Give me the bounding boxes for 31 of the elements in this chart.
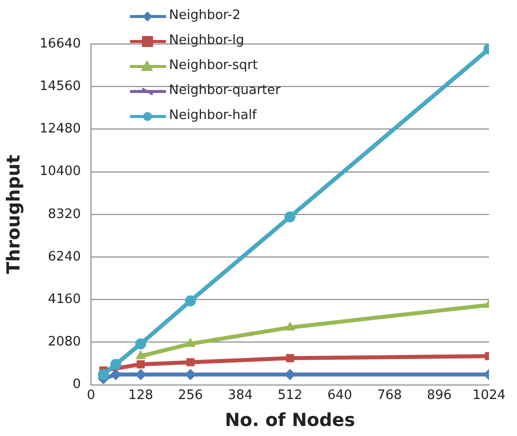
y-tick-label: 16640 (40, 36, 81, 52)
y-axis-title: Throughput (3, 154, 24, 274)
x-tick-label: 768 (377, 388, 402, 403)
y-tick-label: 4160 (48, 292, 81, 307)
y-tick-label: 10400 (40, 164, 81, 180)
point (285, 322, 295, 330)
y-tick-label: 14560 (40, 78, 81, 94)
legend-label: Neighbor-lg (169, 32, 244, 50)
point (186, 358, 194, 366)
point (286, 354, 294, 362)
x-tick-label: 896 (426, 388, 452, 403)
x-tick-label: 0 (86, 388, 96, 403)
x-tick-label: 640 (327, 388, 352, 403)
x-axis-title: No. of Nodes (224, 410, 356, 431)
y-tick-label: 2080 (48, 334, 81, 350)
legend-label: Neighbor-sqrt (169, 57, 258, 75)
x-tick-label: 1024 (472, 388, 506, 403)
y-tick-label: 12480 (40, 122, 81, 137)
y-tick-label: 0 (72, 377, 81, 392)
legend-label: Neighbor-quarter (169, 82, 280, 100)
x-tick-label: 512 (278, 388, 302, 403)
y-tick-label: 6240 (48, 249, 81, 264)
point (136, 350, 146, 360)
y-tick-label: 8320 (48, 206, 81, 222)
legend-label: Neighbor-half (169, 107, 257, 125)
point (136, 360, 145, 368)
point (186, 338, 196, 347)
x-tick-label: 256 (178, 388, 203, 403)
legend-label: Neighbor-2 (169, 7, 241, 25)
x-tick-label: 384 (228, 388, 253, 403)
x-tick-label: 128 (128, 388, 154, 403)
